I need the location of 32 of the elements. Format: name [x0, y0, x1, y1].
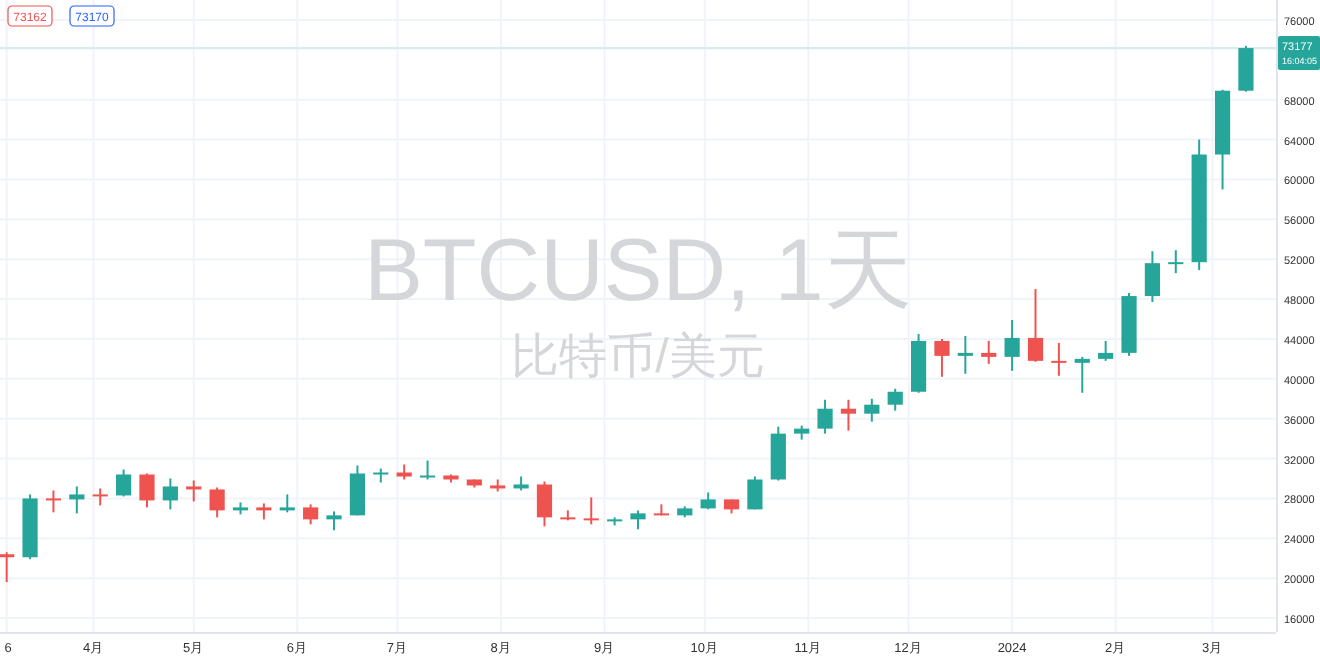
- candlestick: [115, 468, 132, 498]
- candlestick: [209, 486, 225, 519]
- candlestick: [981, 339, 997, 365]
- candlestick: [1051, 341, 1067, 377]
- candlestick: [1238, 44, 1254, 93]
- candlestick: [957, 334, 973, 375]
- candlestick: [1098, 339, 1114, 362]
- candlestick: [1027, 288, 1044, 363]
- candlestick: [45, 489, 62, 514]
- candlestick: [349, 464, 366, 517]
- candlestick: [1168, 249, 1184, 275]
- candlestick: [69, 485, 85, 515]
- candlestick: [770, 425, 786, 482]
- candlestick: [747, 475, 763, 511]
- candlestick: [0, 551, 15, 584]
- candlestick: [139, 472, 155, 509]
- candlestick: [1074, 355, 1090, 394]
- candlestick: [419, 459, 436, 481]
- candlestick: [1144, 250, 1161, 304]
- candlestick: [817, 398, 833, 435]
- candlestick: [630, 509, 646, 531]
- candlestick: [583, 496, 599, 526]
- candlestick: [536, 480, 553, 528]
- candlestick: [303, 503, 319, 526]
- candlestick: [887, 387, 903, 412]
- candlestick: [864, 397, 880, 423]
- candlestick: [934, 337, 950, 378]
- candlestick: [1004, 318, 1020, 372]
- candlestick: [326, 510, 342, 532]
- candlestick: [162, 477, 178, 511]
- candlestick: [840, 398, 857, 432]
- candlestick: [186, 479, 202, 503]
